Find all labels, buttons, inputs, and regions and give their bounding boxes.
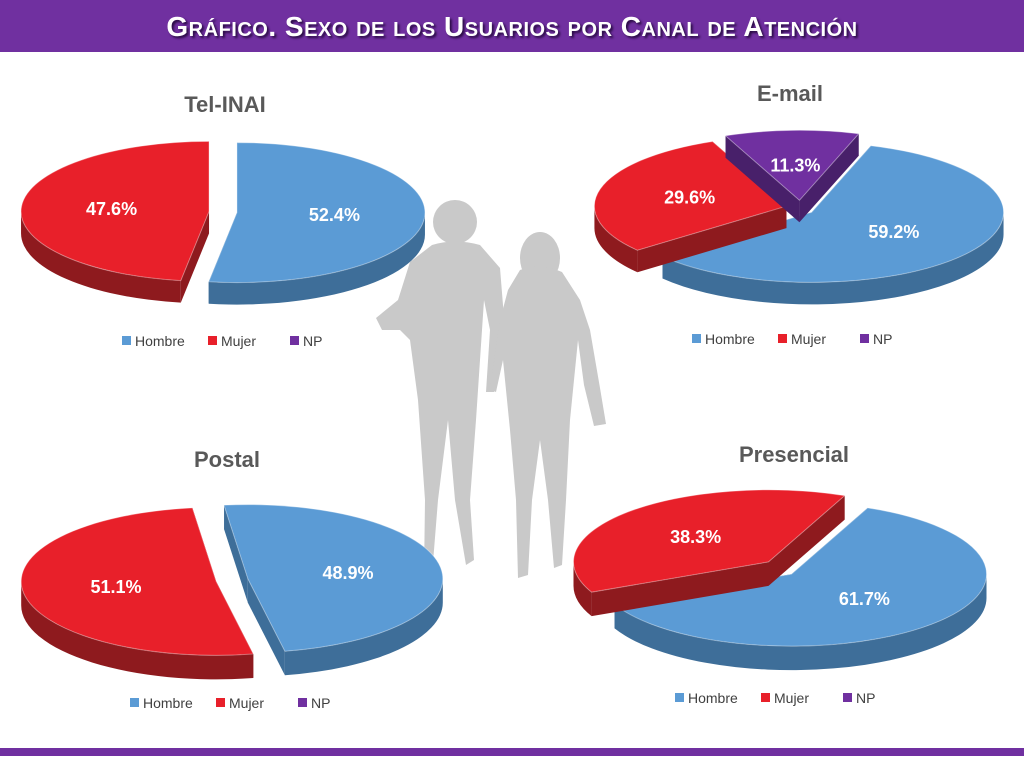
legend-postal: Hombre Mujer NP (130, 695, 330, 711)
chart-title-tel-inai: Tel-INAI (184, 92, 265, 117)
legend-swatch-mujer (761, 693, 770, 702)
legend-swatch-hombre (675, 693, 684, 702)
legend-label-mujer: Mujer (774, 690, 809, 706)
legend-label-np: NP (873, 331, 892, 347)
data-label-e-mail-hombre: 59.2% (868, 222, 919, 242)
data-label-tel-inai-hombre: 52.4% (309, 205, 360, 225)
legend-label-mujer: Mujer (791, 331, 826, 347)
legend-label-hombre: Hombre (688, 690, 738, 706)
chart-title-postal: Postal (194, 447, 260, 472)
data-label-postal-mujer: 51.1% (91, 577, 142, 597)
data-label-presencial-hombre: 61.7% (839, 589, 890, 609)
legend-label-np: NP (856, 690, 875, 706)
legend-swatch-mujer (216, 698, 225, 707)
pie-slice-postal-mujer (20, 507, 255, 680)
legend-swatch-hombre (122, 336, 131, 345)
legend-label-np: NP (303, 333, 322, 349)
legend-swatch-np (843, 693, 852, 702)
legend-label-hombre: Hombre (705, 331, 755, 347)
page-title: Gráfico. Sexo de los Usuarios por Canal … (166, 11, 858, 42)
pie-slice-postal-hombre (223, 504, 444, 676)
pie-slice-presencial-mujer (573, 489, 846, 617)
pie-slice-tel-inai-hombre (207, 142, 426, 305)
legend-swatch-hombre (692, 334, 701, 343)
data-label-presencial-mujer: 38.3% (670, 527, 721, 547)
legend-tel-inai: Hombre Mujer NP (122, 333, 322, 349)
footer-bar (0, 748, 1024, 756)
legend-label-mujer: Mujer (229, 695, 264, 711)
legend-swatch-np (298, 698, 307, 707)
chart-title-presencial: Presencial (739, 442, 849, 467)
pie-slice-presencial-hombre (613, 507, 987, 671)
legend-label-hombre: Hombre (143, 695, 193, 711)
chart-title-e-mail: E-mail (757, 81, 823, 106)
legend-label-np: NP (311, 695, 330, 711)
pie-slice-e-mail-np (724, 129, 860, 223)
legend-label-mujer: Mujer (221, 333, 256, 349)
legend-e-mail: Hombre Mujer NP (692, 331, 892, 347)
legend-presencial: Hombre Mujer NP (675, 690, 875, 706)
data-label-e-mail-mujer: 29.6% (664, 188, 715, 208)
header-bar: Gráfico. Sexo de los Usuarios por Canal … (0, 0, 1024, 52)
legend-swatch-mujer (208, 336, 217, 345)
data-label-postal-hombre: 48.9% (322, 563, 373, 583)
pie-chart-presencial: Presencial 61.7% 38.3% Hombre Mujer NP (573, 442, 987, 706)
pie-slice-e-mail-hombre (661, 145, 1005, 305)
pie-chart-e-mail: E-mail 59.2% 29.6% 11.3% Hombre Mujer NP (593, 81, 1005, 347)
pie-slice-tel-inai-mujer (20, 140, 210, 303)
legend-swatch-mujer (778, 334, 787, 343)
legend-swatch-np (290, 336, 299, 345)
data-label-e-mail-np: 11.3% (770, 155, 820, 175)
pie-chart-postal: Postal 48.9% 51.1% Hombre Mujer NP (20, 447, 444, 711)
legend-swatch-hombre (130, 698, 139, 707)
legend-label-hombre: Hombre (135, 333, 185, 349)
data-label-tel-inai-mujer: 47.6% (86, 199, 137, 219)
legend-swatch-np (860, 334, 869, 343)
pie-chart-tel-inai: Tel-INAI 52.4% 47.6% Hombre Mujer NP (20, 92, 426, 349)
